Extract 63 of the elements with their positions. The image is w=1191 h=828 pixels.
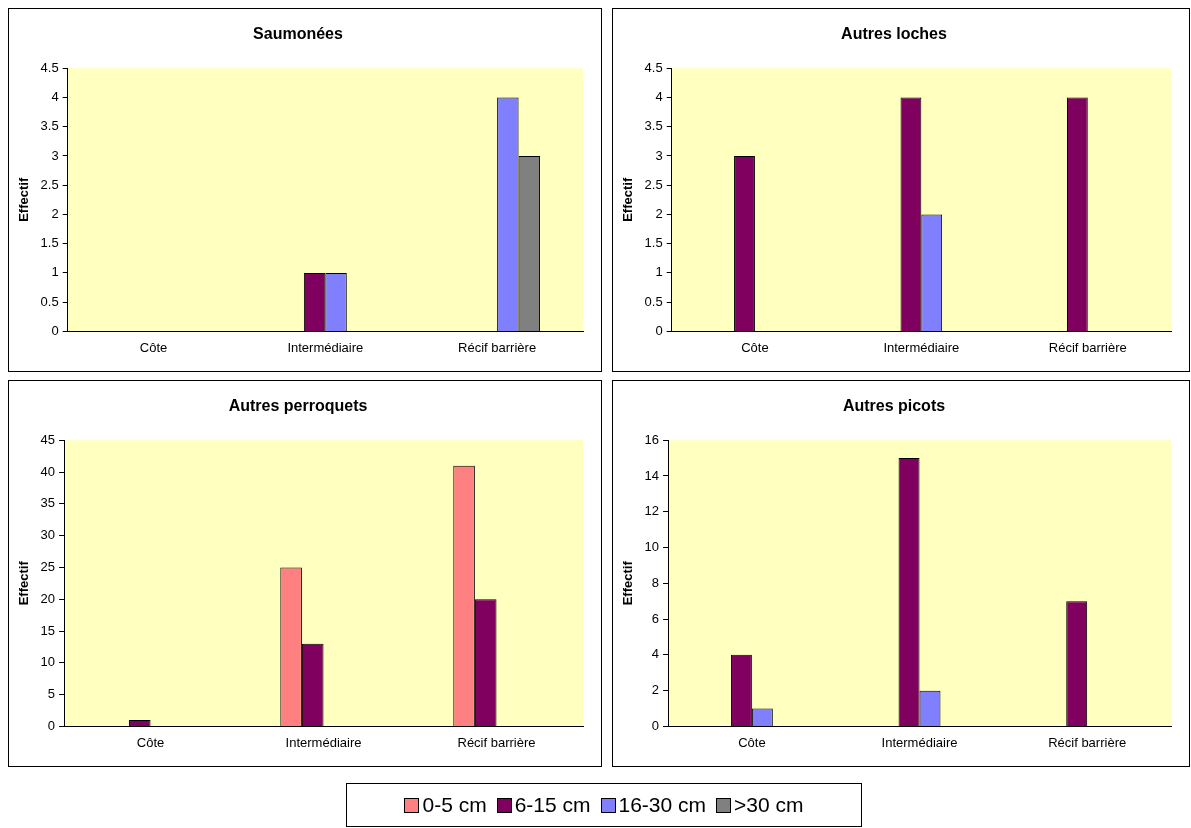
y-tick-label: 40	[40, 463, 56, 479]
y-tick-label: 4.5	[40, 59, 59, 75]
y-tick-label: 3	[655, 147, 663, 163]
x-tick-label: Récif barrière	[1048, 734, 1127, 750]
y-tick-label: 4	[655, 89, 663, 105]
y-tick-label: 5	[47, 686, 56, 702]
y-tick-label: 2	[51, 206, 59, 221]
x-tick-label: Côte	[741, 339, 769, 355]
x-tick-label: Intermédiaire	[285, 734, 362, 750]
chart-title: Autres loches	[841, 25, 948, 43]
y-axis-title: Effectif	[620, 560, 636, 606]
legend-label: 6-15 cm	[514, 793, 591, 817]
y-tick-label: 20	[40, 590, 56, 606]
y-tick-label: 10	[40, 654, 56, 670]
x-tick-label: Récif barrière	[458, 339, 537, 355]
y-tick-label: 15	[40, 622, 56, 638]
x-tick-label: Récif barrière	[457, 734, 536, 750]
y-tick-label: 25	[40, 558, 56, 574]
x-tick-label: Intermédiaire	[881, 734, 958, 750]
y-tick-label: 3	[51, 147, 59, 163]
y-tick-label: 0	[651, 717, 660, 733]
y-tick-label: 0.5	[40, 293, 59, 309]
y-tick-label: 6	[651, 610, 660, 626]
y-axis-title: Effectif	[16, 560, 32, 606]
x-tick-label: Intermédiaire	[287, 339, 364, 355]
y-tick-label: 2	[655, 206, 663, 221]
y-tick-label: 2.5	[40, 176, 59, 192]
y-tick-label: 1	[655, 264, 663, 280]
y-tick-label: 2	[651, 682, 660, 698]
y-tick-label: 45	[40, 431, 56, 447]
y-tick-label: 0	[47, 717, 56, 733]
x-tick-label: Côte	[136, 734, 165, 750]
y-tick-label: 0.5	[644, 293, 663, 309]
x-tick-label: Côte	[139, 339, 168, 355]
y-tick-label: 0	[51, 322, 59, 338]
y-axis-title: Effectif	[16, 177, 32, 222]
x-tick-label: Côte	[738, 734, 766, 750]
chart-title: Saumonées	[253, 25, 344, 43]
y-axis-title: Effectif	[620, 177, 636, 222]
y-tick-label: 4	[651, 646, 660, 662]
x-tick-label: Récif barrière	[1048, 339, 1127, 355]
y-tick-label: 1.5	[644, 235, 663, 251]
legend-label: 16-30 cm	[618, 793, 707, 817]
y-tick-label: 12	[644, 503, 660, 519]
y-tick-label: 4	[51, 89, 59, 105]
y-tick-label: 1	[51, 264, 59, 280]
y-tick-label: 35	[40, 495, 56, 511]
y-tick-label: 8	[651, 574, 660, 590]
x-tick-label: Intermédiaire	[883, 339, 960, 355]
y-tick-label: 3.5	[40, 118, 59, 134]
y-tick-label: 14	[644, 467, 660, 483]
chart-title: Autres perroquets	[228, 397, 368, 415]
legend-label: >30 cm	[734, 793, 804, 817]
y-tick-label: 4.5	[644, 59, 663, 75]
legend-label: 0-5 cm	[422, 793, 487, 817]
y-tick-label: 0	[655, 322, 663, 338]
y-tick-label: 10	[644, 539, 660, 555]
y-tick-label: 16	[644, 431, 660, 447]
y-tick-label: 1.5	[40, 235, 59, 251]
y-tick-label: 2.5	[644, 176, 663, 192]
y-tick-label: 30	[40, 527, 56, 543]
chart-title: Autres picots	[842, 397, 946, 415]
y-tick-label: 3.5	[644, 118, 663, 134]
